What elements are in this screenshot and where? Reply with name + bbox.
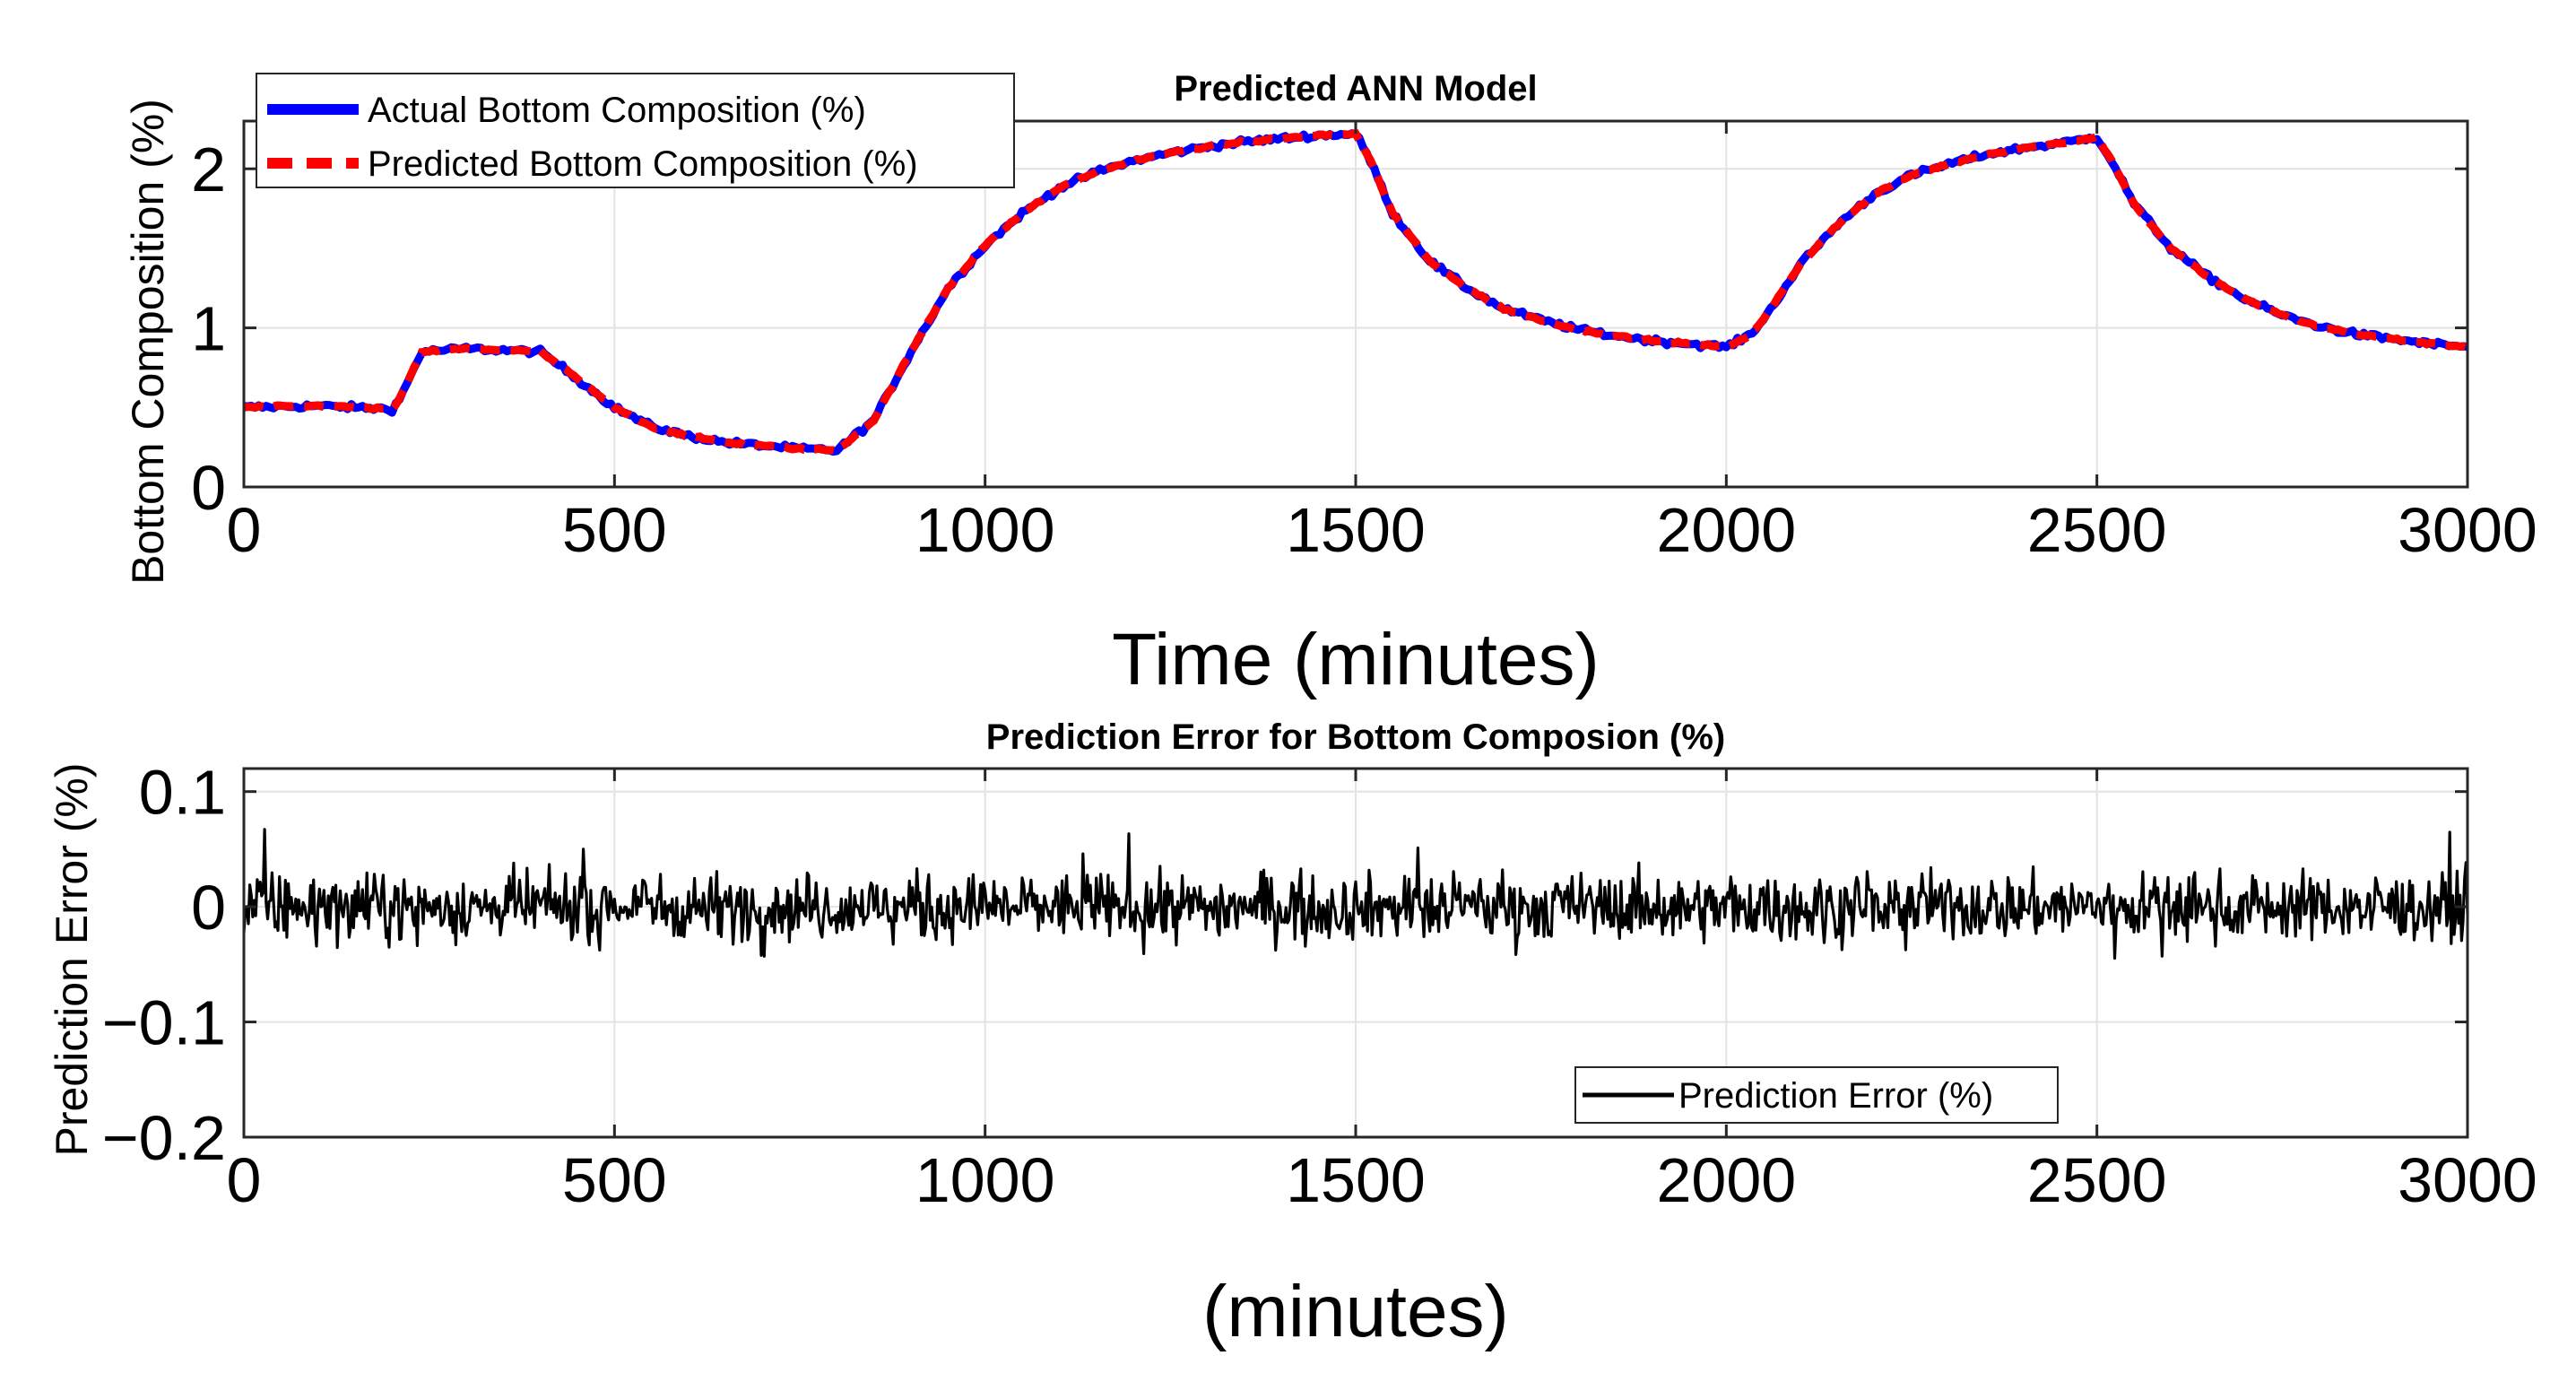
bottom-series (242, 828, 2469, 960)
bottom-y-ticks: 0.1 0 −0.1 −0.2 (102, 758, 2468, 1173)
x-tick-label: 1000 (915, 1145, 1055, 1215)
top-chart-title: Predicted ANN Model (1174, 69, 1537, 109)
bottom-y-axis-label: Prediction Error (%) (47, 763, 97, 1157)
top-legend: Actual Bottom Composition (%) Predicted … (256, 73, 1015, 188)
top-x-ticks: 0 500 1000 1500 2000 2500 3000 (227, 121, 2537, 565)
bottom-x-ticks: 0 500 1000 1500 2000 2500 3000 (227, 769, 2537, 1215)
series-error-line (242, 828, 2469, 960)
y-tick-label: 1 (191, 294, 226, 364)
y-tick-label: −0.2 (102, 1103, 226, 1173)
x-tick-label: 3000 (2398, 1145, 2537, 1215)
legend-label-actual: Actual Bottom Composition (%) (368, 91, 866, 130)
x-tick-label: 1500 (1286, 1145, 1426, 1215)
x-tick-label: 500 (562, 1145, 667, 1215)
x-tick-label: 1000 (915, 495, 1055, 565)
x-tick-label: 0 (227, 495, 262, 565)
y-tick-label: 2 (191, 135, 226, 204)
x-tick-label: 0 (227, 1145, 262, 1215)
x-tick-label: 2500 (2027, 495, 2167, 565)
x-tick-label: 2500 (2027, 1145, 2167, 1215)
y-tick-label: 0 (191, 873, 226, 943)
y-tick-label: 0.1 (139, 758, 226, 828)
bottom-x-axis-label: (minutes) (1202, 1271, 1509, 1352)
top-y-axis-label: Bottom Composition (%) (123, 99, 173, 585)
x-tick-label: 500 (562, 495, 667, 565)
bottom-axes: 0 500 1000 1500 2000 2500 3000 0.1 0 −0.1 −0.2 Pr… (47, 717, 2537, 1352)
y-tick-label: 0 (191, 453, 226, 523)
bottom-chart-title: Prediction Error for Bottom Composion (%… (986, 717, 1725, 757)
bottom-legend: Prediction Error (%) (1574, 1066, 2059, 1124)
legend-label-predicted: Predicted Bottom Composition (%) (368, 144, 918, 184)
top-legend-box (256, 73, 1015, 188)
top-y-ticks: 0 1 2 (191, 135, 2468, 523)
top-x-axis-label: Time (minutes) (1112, 619, 1600, 700)
x-tick-label: 2000 (1656, 495, 1796, 565)
x-tick-label: 1500 (1286, 495, 1426, 565)
x-tick-label: 2000 (1656, 1145, 1796, 1215)
legend-label-error: Prediction Error (%) (1678, 1076, 1993, 1116)
x-tick-label: 3000 (2398, 495, 2537, 565)
y-tick-label: −0.1 (102, 988, 226, 1058)
